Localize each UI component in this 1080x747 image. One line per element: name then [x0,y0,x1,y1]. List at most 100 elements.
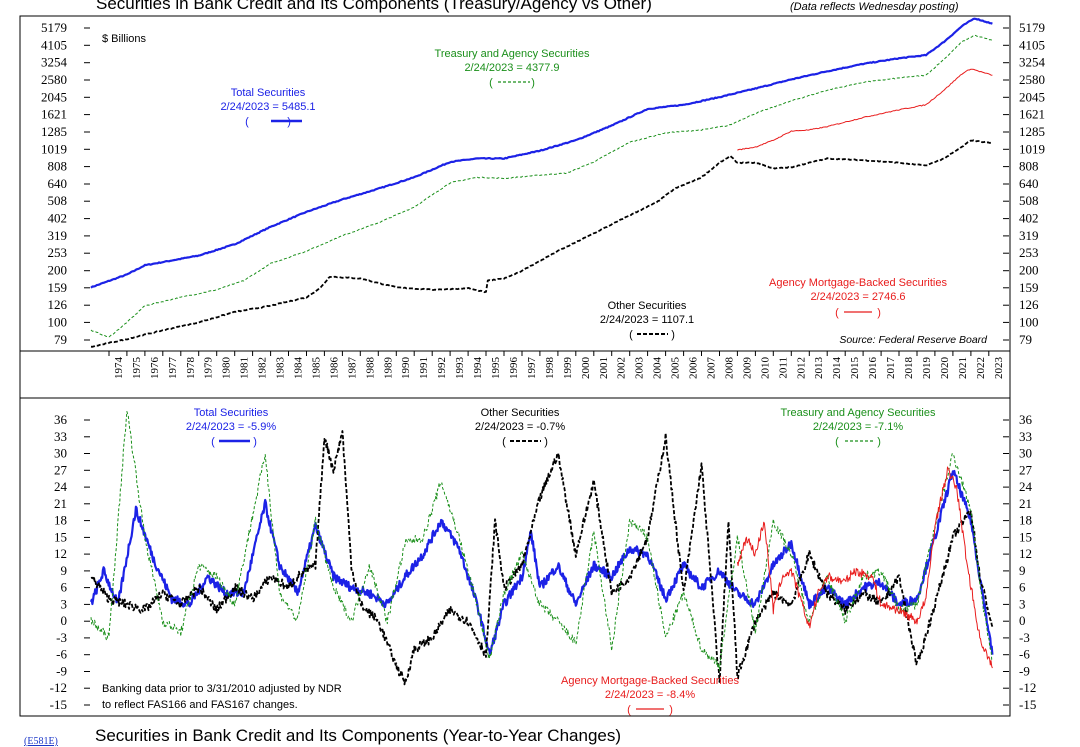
year-tick-label: 1978 [185,357,197,380]
level-y-left-tick-label: 3254 [41,55,68,70]
level-y-left-tick-label: 79 [54,332,67,347]
level-y-right-tick-label: 253 [1019,245,1039,260]
level-y-left-tick-label: 319 [48,228,68,243]
source-label: Source: Federal Reserve Board [839,334,988,346]
change-y-right-tick-label: -6 [1019,647,1030,662]
level-y-left-tick-label: 2580 [41,72,67,87]
year-tick-label: 2021 [957,357,969,379]
legend-change-mbs-value: 2/24/2023 = -8.4% [605,689,695,701]
level-y-right-tick-label: 1621 [1019,107,1045,122]
chart-code-link[interactable]: (E581E) [24,736,58,747]
legend-mbs-name: Agency Mortgage-Backed Securities [769,277,947,289]
data-posting-note: (Data reflects Wednesday posting) [790,1,959,13]
change-y-left-tick-label: -12 [50,680,67,695]
year-tick-label: 1976 [149,357,161,380]
change-y-left-tick-label: -15 [50,697,67,712]
level-y-left-tick-label: 200 [48,263,68,278]
legend-change-total: Total Securities 2/24/2023 = -5.9% (xxxx… [186,407,276,448]
change-y-left-tick-label: 21 [54,496,67,511]
legend-other-value: 2/24/2023 = 1107.1 [600,314,694,326]
level-y-left-tick-label: 640 [48,176,68,191]
change-y-right-tick-label: 36 [1019,412,1033,427]
level-y-right-tick-label: 4105 [1019,37,1045,52]
legend-change-treasury-name: Treasury and Agency Securities [781,407,936,419]
legend-treasury-name: Treasury and Agency Securities [435,48,590,60]
year-tick-label: 2022 [975,357,987,379]
change-y-left-tick-label: 27 [54,462,68,477]
level-series-line-other-securities [90,139,993,348]
level-y-right-tick-label: 3254 [1019,55,1046,70]
year-tick-label: 1985 [311,357,323,380]
level-y-right-tick-label: 508 [1019,193,1039,208]
change-y-left-tick-label: 33 [54,429,67,444]
year-tick-label: 1987 [346,357,358,380]
change-y-right-tick-label: 9 [1019,563,1026,578]
year-axis: 1974 1975 1976 1977 1978 1979 1980 1981 1982 1983… [19,350,1011,399]
year-tick-label: 1986 [328,357,340,380]
change-series-line-other-securities [90,430,994,686]
year-tick-label: 1981 [239,357,251,379]
year-tick-label: 2003 [634,357,646,380]
year-tick-label: 1998 [544,357,556,380]
level-y-right-tick-label: 402 [1019,211,1039,226]
legend-mbs-value: 2/24/2023 = 2746.6 [810,291,905,303]
year-tick-label: 2011 [777,357,789,379]
change-series-group [89,411,994,686]
level-y-right-tick-label: 200 [1019,263,1039,278]
level-series-line-total-securities [90,17,993,289]
change-y-right-tick-label: 3 [1019,596,1026,611]
year-tick-label: 2017 [885,357,897,380]
legend-other-name: Other Securities [608,300,687,312]
change-y-left-tick-label: 24 [54,479,68,494]
legend-change-other-value: 2/24/2023 = -0.7% [475,421,565,433]
fas-note-line-2: to reflect FAS166 and FAS167 changes. [102,699,298,711]
year-tick-label: 2023 [993,357,1005,380]
change-y-right-tick-label: 27 [1019,462,1033,477]
level-y-right-tick-label: 5179 [1019,20,1045,35]
level-y-right-tick-label: 159 [1019,280,1039,295]
legend-change-mbs-name: Agency Mortgage-Backed Securities [561,675,739,687]
level-y-right-tick-label: 126 [1019,297,1039,312]
change-y-left-tick-label: -9 [56,664,67,679]
change-y-left-tick-label: 36 [54,412,68,427]
level-y-left-tick-label: 253 [48,245,68,260]
change-y-right-tick-label: 0 [1019,613,1026,628]
svg-text:(xxxxxxx): (xxxxxxx) [627,704,673,716]
year-tick-group: 1974 1975 1976 1977 1978 1979 1980 1981 1982 1983… [108,351,1005,380]
year-tick-label: 1980 [221,357,233,380]
level-y-left-tick-label: 1621 [41,107,67,122]
year-tick-label: 2015 [849,357,861,380]
change-y-left-tick-label: 9 [61,563,68,578]
level-y-left-tick-label: 808 [48,159,68,174]
year-tick-label: 2018 [903,357,915,380]
level-y-axis-right: 5179 4105 3254 2580 2045 1621 1285 1019 808 640 50… [1003,20,1046,347]
change-y-right-tick-label: 24 [1019,479,1033,494]
change-y-left-tick-label: 6 [61,580,68,595]
change-y-left-tick-label: -3 [56,630,67,645]
change-y-left-tick-label: 30 [54,446,67,461]
year-tick-label: 1996 [508,357,520,380]
year-tick-label: 1974 [113,357,125,380]
year-tick-label: 2012 [795,357,807,379]
year-tick-label: 2009 [741,357,753,380]
top-chart-title: Securities in Bank Credit and Its Compon… [96,0,652,13]
level-y-left-tick-label: 1019 [41,141,67,156]
change-y-left-tick-label: 12 [54,546,67,561]
year-tick-label: 1995 [490,357,502,380]
year-tick-label: 2007 [706,357,718,380]
level-y-left-tick-label: 126 [48,297,68,312]
change-y-right-tick-label: -12 [1019,680,1036,695]
change-y-right-tick-label: -9 [1019,664,1030,679]
level-y-axis-left: 5179 4105 3254 2580 2045 1621 1285 1019 808 640 50… [41,20,90,347]
year-tick-label: 1982 [257,357,269,379]
level-series-line-treasury-and-agency-securities [90,34,993,338]
legend-agency-mbs: Agency Mortgage-Backed Securities 2/24/2… [769,277,947,319]
level-y-left-tick-label: 508 [48,193,68,208]
change-y-right-tick-label: 15 [1019,529,1032,544]
change-y-left-tick-label: 0 [61,613,68,628]
level-y-right-tick-label: 1285 [1019,124,1045,139]
level-y-left-tick-label: 4105 [41,37,67,52]
